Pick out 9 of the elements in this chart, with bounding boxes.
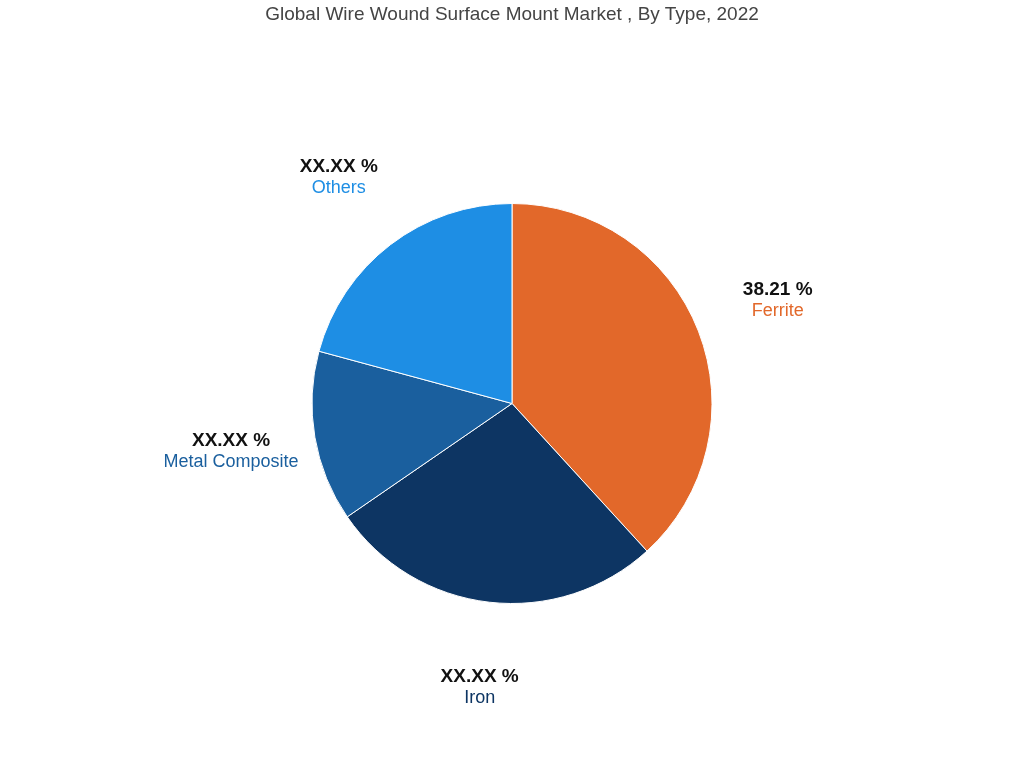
data-label: XX.XX %	[440, 664, 519, 686]
slice-label: Metal Composite	[163, 451, 299, 472]
data-label: XX.XX %	[191, 429, 271, 451]
chart-title: Global Wire Wound Surface Mount Market , By Type, 2022	[265, 3, 759, 24]
slice-label: Others	[311, 177, 366, 198]
slice-label: Ferrite	[751, 300, 804, 321]
data-label: 38.21 %	[742, 278, 813, 300]
data-label: XX.XX %	[299, 155, 378, 177]
slice-label: Iron	[464, 686, 496, 707]
